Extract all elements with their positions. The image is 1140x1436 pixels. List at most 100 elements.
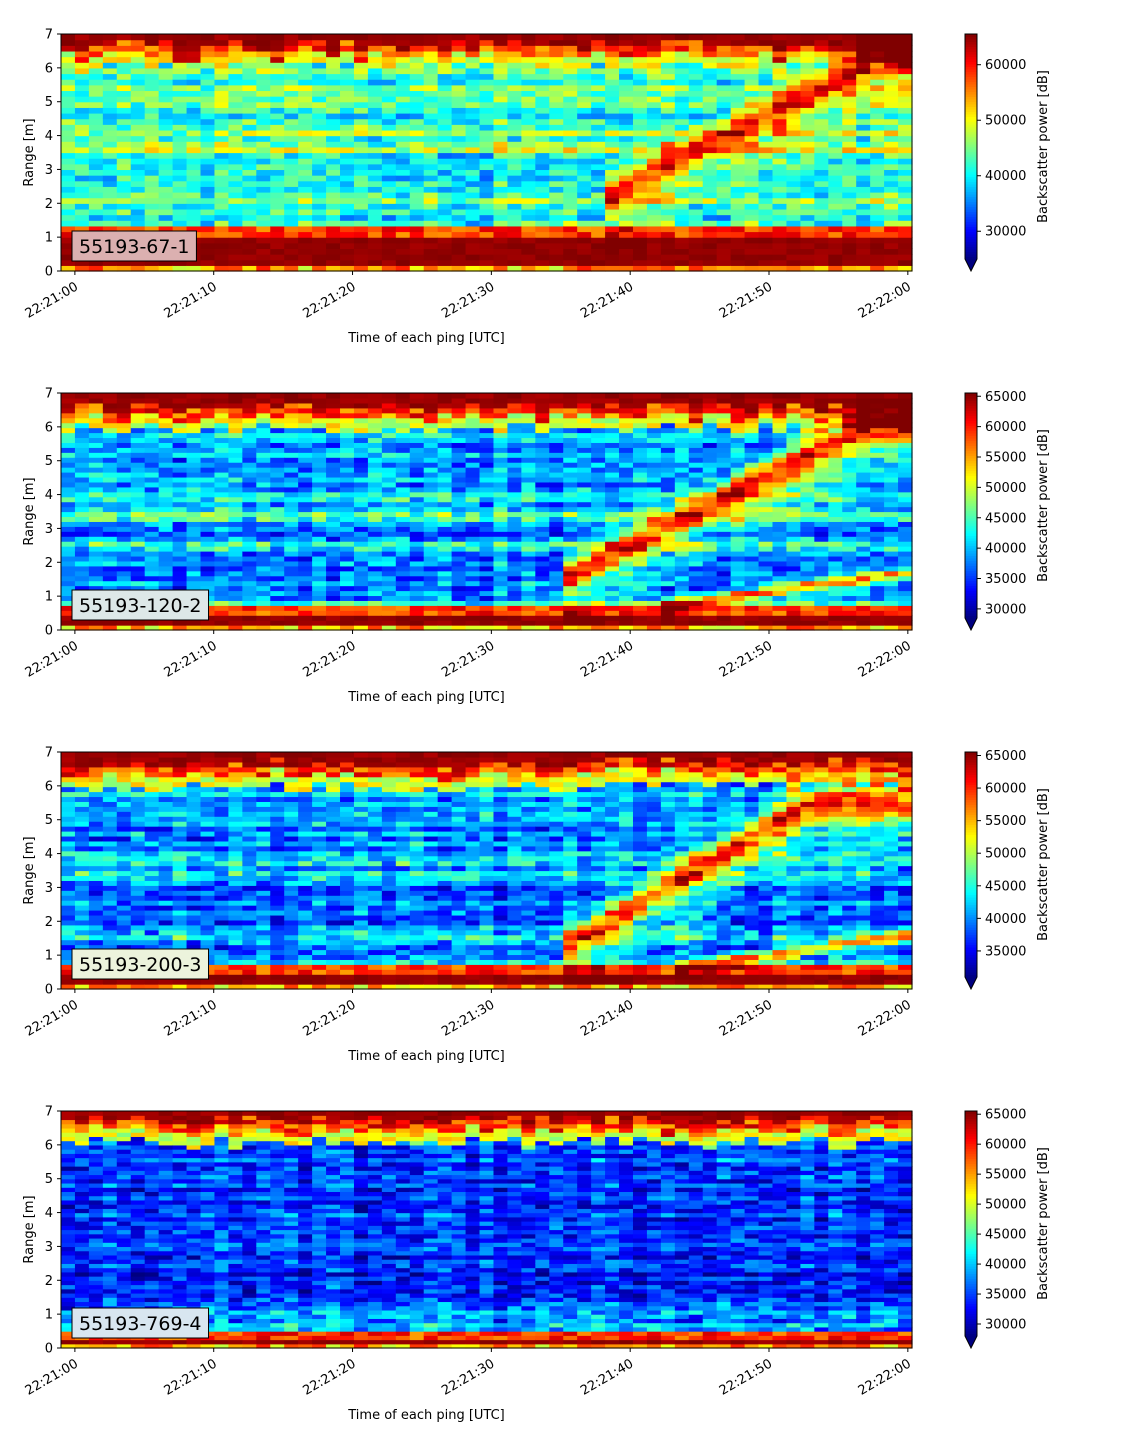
plot-frame — [60, 392, 913, 631]
plot-frame — [60, 751, 913, 990]
chart-panel-2: 0 1 2 3 4 5 6 7 22:21:00 22:21:10 22:21:20 22:21:30… — [0, 359, 1140, 718]
y-tick-label: 0 — [45, 983, 53, 998]
svg-text:55193-67-1: 55193-67-1 — [79, 236, 189, 258]
y-tick-label: 2 — [45, 556, 53, 571]
colorbar-tick-label: 55000 — [985, 451, 1026, 466]
y-tick-label: 7 — [45, 746, 53, 761]
x-tick-label: 22:21:40 — [578, 638, 636, 680]
y-tick-label: 2 — [45, 915, 53, 930]
y-tick-label: 1 — [45, 1308, 53, 1323]
colorbar — [964, 751, 978, 991]
colorbar — [964, 392, 978, 632]
x-axis-label: Time of each ping [UTC] — [347, 690, 505, 705]
colorbar-tick-label: 55000 — [985, 1168, 1026, 1183]
y-tick-label: 7 — [45, 1105, 53, 1120]
y-tick-label: 1 — [45, 949, 53, 964]
y-tick-label: 6 — [45, 1138, 53, 1153]
y-tick-label: 6 — [45, 420, 53, 435]
colorbar-tick-label: 50000 — [985, 847, 1026, 862]
colorbar — [964, 1110, 978, 1350]
colorbar-tick-label: 30000 — [985, 602, 1026, 617]
colorbar-tick-label: 65000 — [985, 749, 1026, 764]
x-tick-label: 22:21:30 — [439, 638, 497, 680]
x-tick-label: 22:21:20 — [300, 638, 358, 680]
chart-svg-3: 0 1 2 3 4 5 6 7 22:21:00 22:21:10 22:21:20 22:21:30… — [22, 746, 1051, 1065]
colorbar-tick-label: 55000 — [985, 814, 1026, 829]
x-tick-label: 22:21:00 — [23, 638, 81, 680]
y-tick-label: 4 — [45, 488, 53, 503]
x-tick-label: 22:21:00 — [23, 1356, 81, 1398]
colorbar-tick-label: 40000 — [985, 542, 1026, 557]
y-tick-label: 4 — [45, 1206, 53, 1221]
colorbar-tick-label: 35000 — [985, 944, 1026, 959]
chart-panel-4: 0 1 2 3 4 5 6 7 22:21:00 22:21:10 22:21:20 22:21:30… — [0, 1077, 1140, 1436]
x-tick-label: 22:21:00 — [23, 997, 81, 1039]
x-tick-label: 22:21:30 — [439, 997, 497, 1039]
y-tick-label: 2 — [45, 1274, 53, 1289]
x-tick-label: 22:21:10 — [162, 638, 220, 680]
colorbar-tick-label: 40000 — [985, 169, 1026, 184]
y-tick-label: 3 — [45, 881, 53, 896]
y-axis-label: Range [m] — [22, 477, 37, 545]
sensor-id-label: 55193-120-2 — [71, 589, 210, 621]
chart-svg-2: 0 1 2 3 4 5 6 7 22:21:00 22:21:10 22:21:20 22:21:30… — [22, 387, 1051, 706]
colorbar-tick-label: 50000 — [985, 114, 1026, 129]
heatmap — [61, 752, 913, 990]
colorbar — [964, 33, 978, 273]
y-tick-label: 5 — [45, 95, 53, 110]
colorbar-tick-label: 60000 — [985, 420, 1026, 435]
plot-frame — [60, 1110, 913, 1349]
y-axis-label: Range [m] — [22, 118, 37, 186]
colorbar-label: Backscatter power [dB] — [1036, 70, 1051, 223]
x-tick-label: 22:21:20 — [300, 997, 358, 1039]
colorbar-tick-label: 45000 — [985, 879, 1026, 894]
x-tick-label: 22:21:40 — [578, 997, 636, 1039]
colorbar-tick-label: 50000 — [985, 1198, 1026, 1213]
y-tick-label: 7 — [45, 28, 53, 43]
heatmap — [61, 34, 913, 272]
x-tick-label: 22:21:40 — [578, 279, 636, 321]
colorbar-tick-label: 50000 — [985, 481, 1026, 496]
y-tick-label: 3 — [45, 1240, 53, 1255]
y-axis-label: Range [m] — [22, 836, 37, 904]
x-tick-label: 22:21:10 — [162, 279, 220, 321]
y-tick-label: 5 — [45, 1172, 53, 1187]
sensor-id-label: 55193-200-3 — [71, 948, 210, 980]
y-tick-label: 1 — [45, 590, 53, 605]
x-tick-label: 22:21:10 — [162, 1356, 220, 1398]
x-axis-label: Time of each ping [UTC] — [347, 1049, 505, 1064]
y-tick-label: 0 — [45, 265, 53, 280]
colorbar-label: Backscatter power [dB] — [1036, 429, 1051, 582]
colorbar-tick-label: 40000 — [985, 912, 1026, 927]
x-tick-label: 22:21:30 — [439, 1356, 497, 1398]
x-axis-label: Time of each ping [UTC] — [347, 1408, 505, 1423]
colorbar-tick-label: 60000 — [985, 58, 1026, 73]
colorbar-tick-label: 40000 — [985, 1258, 1026, 1273]
y-tick-label: 0 — [45, 1342, 53, 1357]
colorbar-tick-label: 35000 — [985, 1288, 1026, 1303]
y-tick-label: 3 — [45, 522, 53, 537]
x-axis-label: Time of each ping [UTC] — [347, 331, 505, 346]
chart-svg-1: 0 1 2 3 4 5 6 7 22:21:00 22:21:10 22:21:20 22:21:30… — [22, 28, 1051, 347]
colorbar-tick-label: 45000 — [985, 511, 1026, 526]
colorbar-tick-label: 30000 — [985, 225, 1026, 240]
colorbar-tick-label: 60000 — [985, 1138, 1026, 1153]
y-tick-label: 5 — [45, 454, 53, 469]
colorbar-label: Backscatter power [dB] — [1036, 1147, 1051, 1300]
x-tick-label: 22:21:40 — [578, 1356, 636, 1398]
y-tick-label: 0 — [45, 624, 53, 639]
sensor-id-label: 55193-769-4 — [71, 1307, 210, 1339]
x-tick-label: 22:21:20 — [300, 279, 358, 321]
colorbar-tick-label: 65000 — [985, 1108, 1026, 1123]
colorbar-tick-label: 45000 — [985, 1228, 1026, 1243]
colorbar-tick-label: 30000 — [985, 1318, 1026, 1333]
y-tick-label: 3 — [45, 163, 53, 178]
x-tick-label: 22:21:00 — [23, 279, 81, 321]
x-tick-label: 22:21:50 — [717, 1356, 775, 1398]
colorbar-tick-label: 35000 — [985, 572, 1026, 587]
y-tick-label: 1 — [45, 231, 53, 246]
chart-panel-1: 0 1 2 3 4 5 6 7 22:21:00 22:21:10 22:21:20 22:21:30… — [0, 0, 1140, 359]
y-tick-label: 5 — [45, 813, 53, 828]
sensor-id-label: 55193-67-1 — [71, 230, 197, 262]
x-tick-label: 22:21:20 — [300, 1356, 358, 1398]
